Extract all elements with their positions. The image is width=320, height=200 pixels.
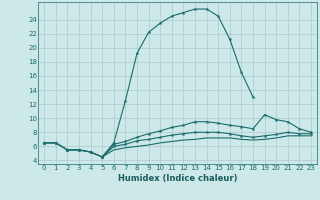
X-axis label: Humidex (Indice chaleur): Humidex (Indice chaleur) (118, 174, 237, 183)
